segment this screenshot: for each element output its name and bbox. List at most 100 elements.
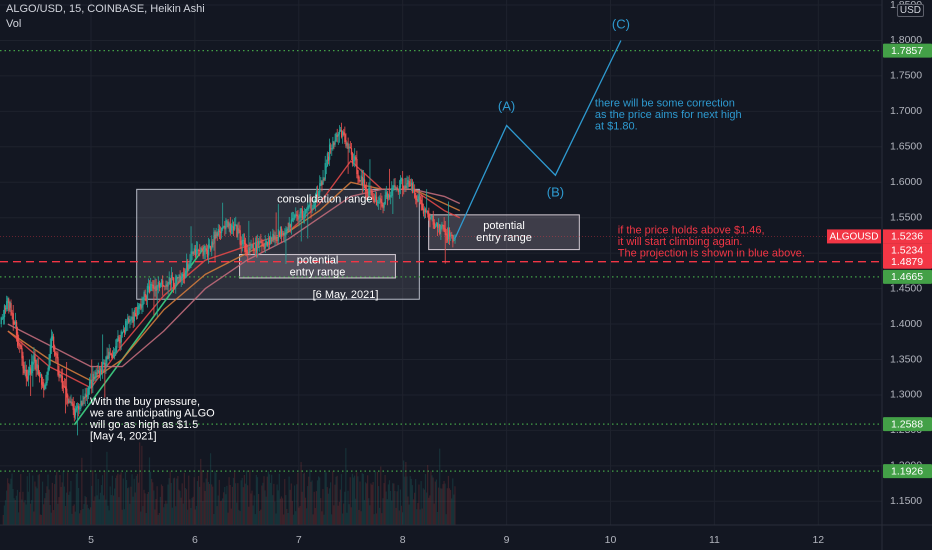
volume-bar: [319, 477, 321, 525]
candle-body: [318, 191, 320, 196]
candle-body: [31, 361, 33, 374]
volume-bar: [139, 442, 141, 525]
candle-body: [6, 301, 8, 310]
volume-bar: [64, 506, 67, 525]
candle-body: [345, 140, 347, 147]
candle-body: [195, 248, 198, 256]
volume-bar: [413, 492, 416, 525]
candle-body: [194, 249, 197, 257]
volume-bar: [298, 507, 300, 525]
candle-body: [414, 189, 416, 198]
volume-bar: [189, 499, 191, 525]
candle-body: [35, 360, 37, 371]
candle-body: [46, 372, 48, 383]
candle-body: [307, 206, 309, 210]
volume-bar: [355, 498, 357, 525]
candle-body: [304, 209, 307, 215]
volume-bar: [211, 484, 213, 525]
candle-body: [298, 217, 300, 219]
candle-body: [371, 190, 373, 199]
candle-body: [108, 351, 110, 359]
volume-bar: [279, 498, 281, 525]
volume-bar: [83, 504, 85, 525]
volume-bar: [399, 489, 401, 525]
volume-bar: [411, 485, 413, 525]
volume-bar: [103, 495, 105, 525]
volume-bar: [77, 487, 80, 525]
candle-body: [278, 232, 281, 235]
volume-bar: [180, 497, 182, 525]
volume-bar: [439, 448, 441, 525]
candle-body: [147, 285, 150, 290]
candle-body: [235, 225, 237, 227]
volume-bar: [341, 513, 344, 525]
volume-bar: [372, 482, 374, 525]
volume-bar: [86, 504, 88, 525]
annotation-3: With the buy pressure, we are anticipatin…: [89, 396, 215, 443]
candle-body: [380, 198, 382, 203]
candle-body: [49, 344, 51, 359]
volume-bar: [230, 508, 232, 525]
candle-body: [402, 178, 404, 189]
candle-body: [454, 238, 456, 241]
volume-bar: [305, 508, 308, 525]
volume-bar: [273, 483, 275, 525]
volume-bar: [281, 498, 284, 525]
volume-bar: [254, 514, 256, 525]
volume-bar: [228, 477, 230, 525]
candle-body: [172, 277, 175, 288]
candle-body: [338, 130, 341, 135]
price-tick-label: 1.5500: [890, 211, 922, 223]
volume-bar: [243, 474, 245, 525]
candle-body: [230, 225, 233, 231]
candle-body: [15, 321, 18, 336]
volume-bar: [448, 488, 451, 525]
volume-bar: [94, 496, 96, 525]
volume-bar: [110, 495, 112, 525]
candle-body: [432, 215, 434, 225]
candle-body: [78, 406, 80, 410]
volume-bar: [171, 507, 173, 525]
volume-bar: [50, 512, 52, 525]
volume-bar: [65, 492, 68, 525]
candle-body: [87, 386, 90, 396]
volume-bar: [43, 504, 45, 525]
candle-body: [244, 243, 247, 253]
candle-body: [428, 213, 430, 219]
volume-bar: [288, 476, 290, 525]
candle-body: [110, 353, 113, 356]
candle-body: [23, 365, 25, 374]
volume-bar: [356, 472, 358, 525]
candle-body: [339, 129, 342, 132]
volume-bar: [277, 490, 279, 525]
volume-bar: [87, 508, 89, 525]
volume-bar: [74, 511, 76, 525]
candle-body: [153, 287, 155, 290]
candle-body: [280, 228, 283, 237]
volume-bar: [142, 506, 144, 525]
volume-bar: [308, 476, 310, 525]
candle-body: [167, 282, 169, 287]
volume-bar: [104, 471, 106, 525]
candle-body: [271, 238, 273, 240]
candle-body: [409, 185, 412, 187]
currency-badge[interactable]: USD: [896, 4, 924, 17]
projection: [454, 40, 622, 240]
volume-bar: [240, 480, 242, 525]
candle-body: [438, 224, 440, 227]
volume-bar: [73, 504, 75, 525]
candle-body: [162, 280, 164, 288]
candle-body: [243, 240, 246, 245]
volume-bar: [38, 474, 40, 525]
volume-bar: [253, 495, 255, 525]
candle-body: [289, 224, 292, 228]
volume-bar: [287, 512, 289, 525]
volume-bar: [265, 496, 267, 525]
candle-body: [375, 196, 378, 206]
candle-body: [30, 368, 32, 375]
volume-bar: [345, 448, 347, 525]
candle-body: [112, 352, 115, 358]
candle-body: [378, 202, 380, 204]
candle-body: [374, 195, 377, 202]
